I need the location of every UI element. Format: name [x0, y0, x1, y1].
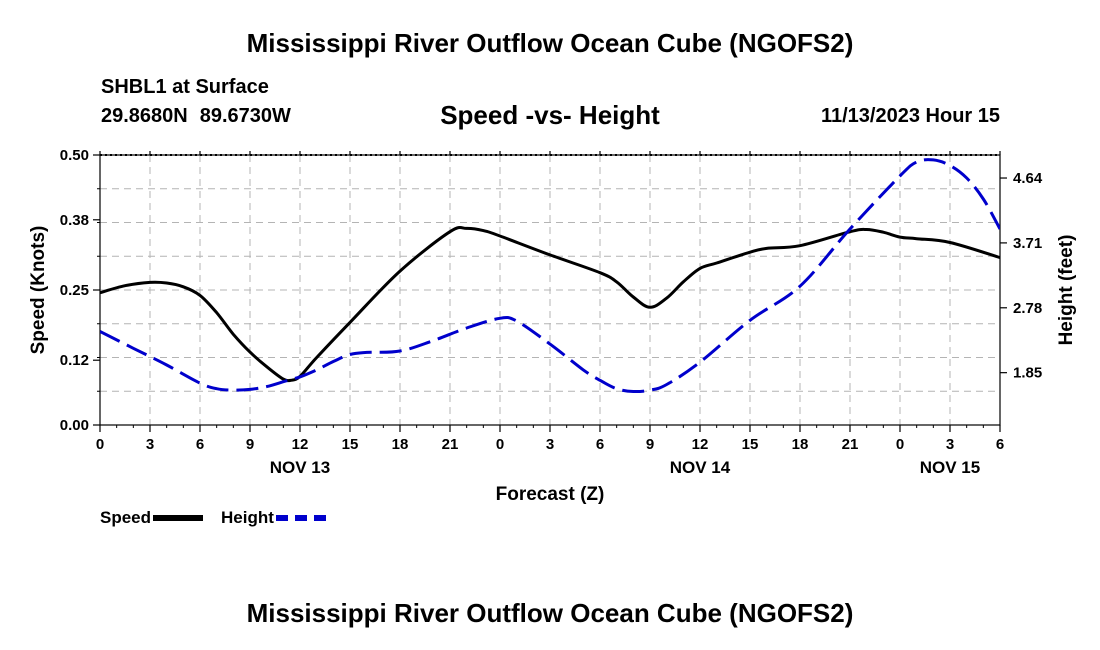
x-tick-label: 3: [946, 436, 954, 453]
x-tick-label: 12: [292, 436, 309, 453]
chart-subtitle: Speed -vs- Height: [440, 100, 660, 130]
longitude-label: 89.6730W: [199, 105, 291, 127]
x-tick-label: 0: [96, 436, 104, 453]
chart-legend: Speed Height: [100, 508, 344, 528]
y-tick-label: 0.38: [60, 212, 89, 229]
y2-tick-label: 3.71: [1013, 235, 1042, 252]
legend-item-height: Height: [221, 508, 326, 528]
x-tick-label: 15: [342, 436, 359, 453]
y2-tick-label: 4.64: [1013, 170, 1043, 187]
series-line-speed: [100, 225, 1000, 383]
y2-tick-label: 2.78: [1013, 300, 1042, 317]
legend-swatch-height: [275, 515, 326, 521]
x-tick-label: 18: [392, 436, 409, 453]
legend-item-speed: Speed: [100, 508, 204, 528]
series-line-height: [100, 158, 1000, 394]
x-tick-label: 6: [196, 436, 204, 453]
footer-title: Mississippi River Outflow Ocean Cube (NG…: [246, 598, 854, 628]
x-tick-label: 6: [596, 436, 604, 453]
y-axis-title-left: Speed (Knots): [28, 226, 49, 355]
x-tick-label: 21: [442, 436, 459, 453]
x-tick-label: 18: [792, 436, 809, 453]
forecast-datetime: 11/13/2023 Hour 15: [820, 105, 1000, 127]
legend-label-height: Height: [221, 508, 274, 527]
coordinates: 29.8680N 89.6730W: [101, 105, 291, 128]
x-axis-title: Forecast (Z): [496, 484, 605, 505]
x-date-label: NOV 14: [670, 458, 731, 477]
x-tick-label: 9: [646, 436, 654, 453]
legend-label-speed: Speed: [100, 508, 152, 527]
x-tick-label: 3: [146, 436, 154, 453]
y-axis-title-right: Height (feet): [1056, 235, 1077, 346]
x-tick-label: 6: [996, 436, 1004, 453]
latitude-label: 29.8680N: [101, 105, 188, 127]
x-tick-label: 0: [496, 436, 504, 453]
y-tick-label: 0.00: [60, 417, 89, 434]
legend-swatch-speed: [153, 515, 204, 521]
y-tick-label: 0.50: [60, 147, 89, 164]
x-tick-label: 0: [896, 436, 904, 453]
station-label: SHBL1 at Surface: [101, 76, 269, 98]
chart-main-title: Mississippi River Outflow Ocean Cube (NG…: [246, 28, 854, 58]
y-tick-label: 0.25: [60, 282, 89, 299]
x-tick-label: 21: [842, 436, 859, 453]
x-tick-label: 3: [546, 436, 554, 453]
x-date-label: NOV 15: [920, 458, 980, 477]
y2-tick-label: 1.85: [1013, 365, 1042, 382]
y-tick-label: 0.12: [60, 352, 89, 369]
x-tick-label: 12: [692, 436, 709, 453]
x-date-label: NOV 13: [270, 458, 330, 477]
x-tick-label: 15: [742, 436, 759, 453]
x-tick-label: 9: [246, 436, 254, 453]
